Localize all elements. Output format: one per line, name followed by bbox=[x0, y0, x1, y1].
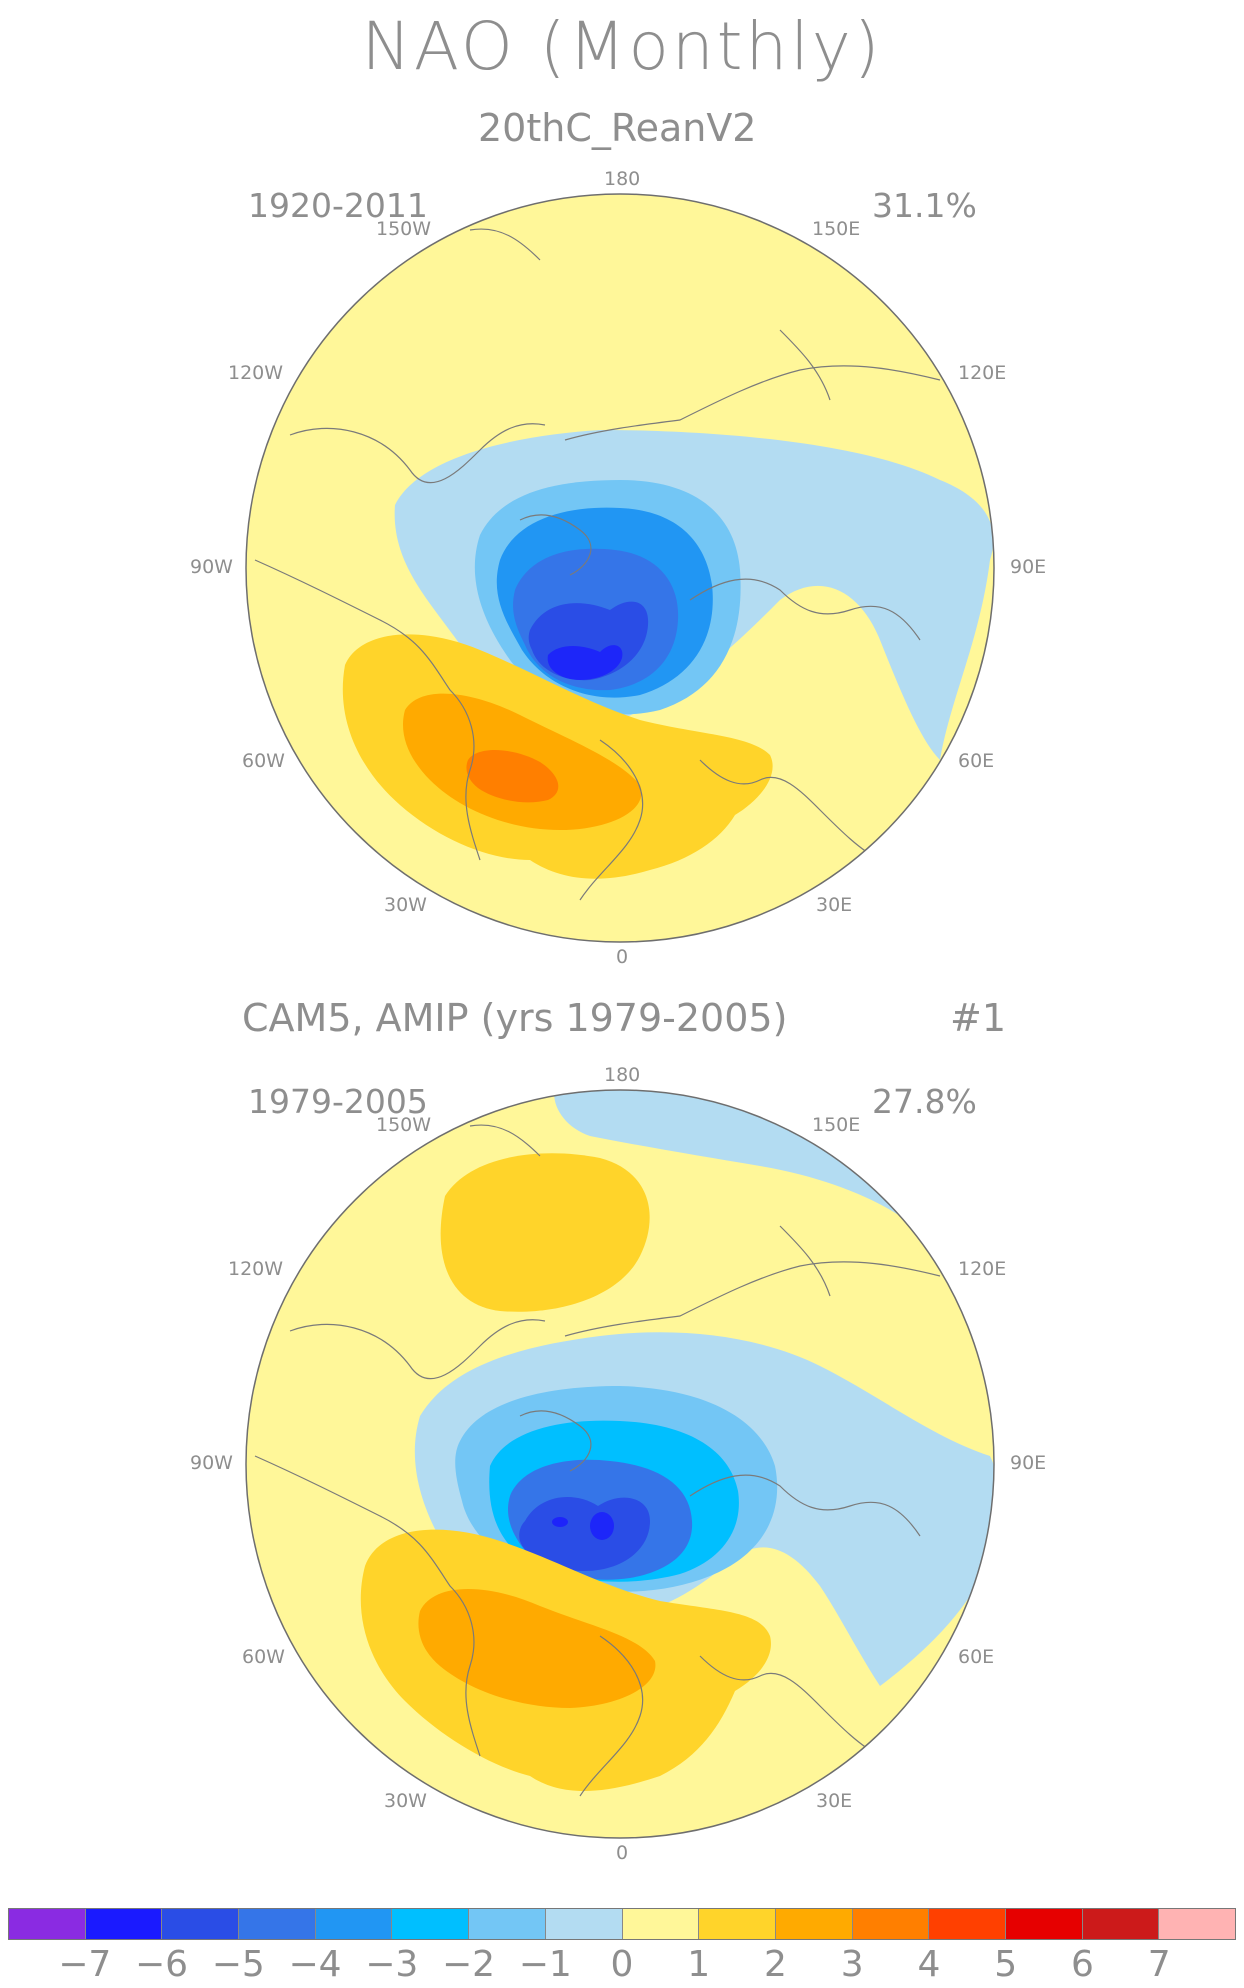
colorbar-swatch bbox=[1005, 1909, 1083, 1939]
panel-1-lon-150w: 150W bbox=[376, 218, 432, 240]
panel-2-map-boundary bbox=[245, 1089, 995, 1839]
colorbar-swatch bbox=[392, 1909, 470, 1939]
panel-1-map bbox=[245, 193, 995, 943]
panel-2-lon-120e: 120E bbox=[958, 1258, 1007, 1280]
colorbar-swatch bbox=[1082, 1909, 1160, 1939]
panel-2-lon-60e: 60E bbox=[958, 1646, 995, 1668]
colorbar-swatch bbox=[852, 1909, 930, 1939]
panel-2-field-pos1-north bbox=[440, 1153, 650, 1312]
panel-1-lon-90w: 90W bbox=[190, 556, 233, 578]
panel-2-field-neg5 bbox=[519, 1497, 650, 1571]
panel-1-field-pos3 bbox=[466, 750, 559, 803]
colorbar-tick-label: −7 bbox=[58, 1944, 112, 1985]
panel-2-lon-150e: 150E bbox=[812, 1114, 861, 1136]
colorbar-tick-label: 1 bbox=[687, 1944, 711, 1985]
colorbar-swatch bbox=[315, 1909, 393, 1939]
panel-1-lon-180: 180 bbox=[604, 168, 641, 190]
panel-1-coastlines bbox=[254, 228, 941, 901]
colorbar-tick-label: −1 bbox=[518, 1944, 572, 1985]
colorbar-tick-label: 4 bbox=[917, 1944, 941, 1985]
panel-1-lon-60e: 60E bbox=[958, 750, 995, 772]
panel-2-lon-60w: 60W bbox=[242, 1646, 285, 1668]
panel-2-field-pos2 bbox=[418, 1588, 656, 1708]
panel-2-variance: 27.8% bbox=[872, 1082, 977, 1121]
colorbar-tick-label: −3 bbox=[365, 1944, 419, 1985]
colorbar-labels: −7 −6 −5 −4 −3 −2 −1 0 1 2 3 4 5 6 7 bbox=[0, 1944, 1244, 1988]
panel-2-years: 1979-2005 bbox=[248, 1082, 428, 1121]
panel-1-field-neg6 bbox=[547, 645, 623, 680]
panel-1-map-boundary bbox=[245, 193, 995, 943]
panel-2-lon-0: 0 bbox=[616, 1842, 629, 1864]
panel-2-lon-30e: 30E bbox=[816, 1790, 853, 1812]
colorbar-swatch bbox=[85, 1909, 163, 1939]
panel-2-lon-30w: 30W bbox=[384, 1790, 427, 1812]
panel-1-lon-0: 0 bbox=[616, 946, 629, 968]
panel-1-lon-90e: 90E bbox=[1010, 556, 1047, 578]
colorbar-swatch bbox=[162, 1909, 240, 1939]
panel-2-member: #1 bbox=[950, 996, 1007, 1040]
colorbar-tick-label: −6 bbox=[134, 1944, 189, 1985]
panel-2-lon-90e: 90E bbox=[1010, 1452, 1047, 1474]
panel-2-title: CAM5, AMIP (yrs 1979-2005) bbox=[242, 996, 788, 1040]
panel-2-lon-150w: 150W bbox=[376, 1114, 432, 1136]
colorbar-tick-label: 7 bbox=[1147, 1944, 1171, 1985]
colorbar-swatch bbox=[1159, 1909, 1235, 1939]
panel-1-lon-30w: 30W bbox=[384, 894, 427, 916]
panel-1-lon-30e: 30E bbox=[816, 894, 853, 916]
panel-2-lon-120w: 120W bbox=[228, 1258, 284, 1280]
colorbar-tick-label: 3 bbox=[840, 1944, 864, 1985]
colorbar-tick-label: 0 bbox=[610, 1944, 634, 1985]
colorbar-tick-label: −5 bbox=[211, 1944, 265, 1985]
panel-2-lon-180: 180 bbox=[604, 1064, 641, 1086]
panel-1-lon-120w: 120W bbox=[228, 362, 284, 384]
colorbar-tick-label: −4 bbox=[288, 1944, 342, 1985]
panel-1-variance: 31.1% bbox=[872, 186, 977, 225]
panel-1-years: 1920-2011 bbox=[248, 186, 428, 225]
panel-2-coastlines bbox=[254, 1124, 941, 1797]
colorbar-tick-label: 6 bbox=[1071, 1944, 1094, 1985]
figure-title: NAO (Monthly) bbox=[361, 8, 883, 85]
panel-2-field-neg6-a bbox=[552, 1517, 568, 1527]
colorbar bbox=[8, 1908, 1236, 1940]
panel-2-field-neg1-arc bbox=[554, 1090, 908, 1216]
colorbar-swatch bbox=[622, 1909, 700, 1939]
colorbar-tick-label: 2 bbox=[764, 1944, 787, 1985]
panel-1-lon-120e: 120E bbox=[958, 362, 1007, 384]
panel-1-lon-150e: 150E bbox=[812, 218, 861, 240]
colorbar-tick-label: −2 bbox=[441, 1944, 496, 1985]
panel-2-lon-90w: 90W bbox=[190, 1452, 233, 1474]
panel-2-field-neg6-b bbox=[590, 1512, 614, 1540]
colorbar-swatch bbox=[469, 1909, 546, 1939]
panel-2-map bbox=[245, 1089, 995, 1839]
panel-1-title: 20thC_ReanV2 bbox=[478, 106, 757, 150]
colorbar-swatch bbox=[775, 1909, 853, 1939]
colorbar-swatch bbox=[9, 1909, 86, 1939]
panel-1-lon-60w: 60W bbox=[242, 750, 285, 772]
colorbar-swatch bbox=[929, 1909, 1006, 1939]
colorbar-swatch bbox=[545, 1909, 623, 1939]
colorbar-swatch bbox=[699, 1909, 776, 1939]
colorbar-tick-label: 5 bbox=[994, 1944, 1018, 1985]
colorbar-swatch bbox=[239, 1909, 316, 1939]
